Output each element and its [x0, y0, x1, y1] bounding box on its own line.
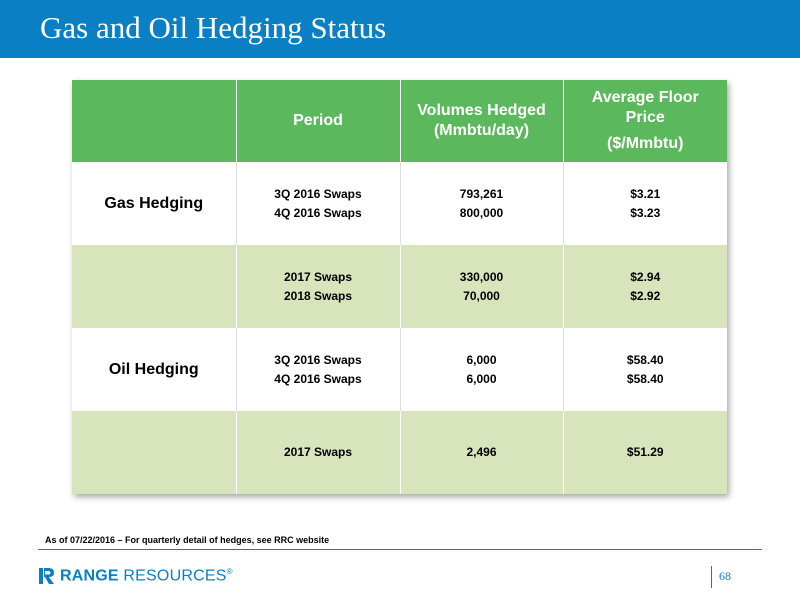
volume-cell: 6,000 6,000 — [400, 328, 564, 411]
logo-wordmark: RANGE RESOURCES® — [60, 567, 233, 585]
header-period: Period — [236, 80, 401, 162]
table-header-row: Period Volumes Hedged (Mmbtu/day) Averag… — [72, 80, 727, 162]
row-label — [72, 411, 237, 494]
table-row: 2017 Swaps 2018 Swaps 330,000 70,000 $2.… — [72, 245, 727, 328]
price-cell: $51.29 — [563, 411, 727, 494]
header-blank — [72, 80, 237, 162]
period-cell: 3Q 2016 Swaps 4Q 2016 Swaps — [236, 328, 401, 411]
price-cell: $3.21 $3.23 — [563, 162, 727, 245]
row-label: Gas Hedging — [72, 162, 237, 245]
header-price: Average Floor Price ($/Mmbtu) — [563, 80, 727, 162]
row-label: Oil Hedging — [72, 328, 237, 411]
hedging-table: Period Volumes Hedged (Mmbtu/day) Averag… — [72, 80, 727, 494]
logo-word-resources: RESOURCES — [118, 567, 227, 585]
price-cell: $58.40 $58.40 — [563, 328, 727, 411]
footnote: As of 07/22/2016 – For quarterly detail … — [45, 535, 330, 545]
period-cell: 2017 Swaps — [236, 411, 401, 494]
page-number: 68 — [719, 569, 731, 583]
hedging-table-container: Period Volumes Hedged (Mmbtu/day) Averag… — [72, 80, 727, 494]
table-row: Gas Hedging 3Q 2016 Swaps 4Q 2016 Swaps … — [72, 162, 727, 245]
page-number-divider — [711, 566, 712, 588]
period-cell: 2017 Swaps 2018 Swaps — [236, 245, 401, 328]
volume-cell: 793,261 800,000 — [400, 162, 564, 245]
logo-word-range: RANGE — [60, 567, 119, 585]
footer-divider — [38, 549, 762, 550]
header-volumes: Volumes Hedged (Mmbtu/day) — [400, 80, 564, 162]
price-cell: $2.94 $2.92 — [563, 245, 727, 328]
range-resources-logo-mark-icon — [39, 568, 54, 584]
volume-cell: 2,496 — [400, 411, 564, 494]
volume-cell: 330,000 70,000 — [400, 245, 564, 328]
table-row: 2017 Swaps 2,496 $51.29 — [72, 411, 727, 494]
title-bar: Gas and Oil Hedging Status — [0, 0, 800, 58]
period-cell: 3Q 2016 Swaps 4Q 2016 Swaps — [236, 162, 401, 245]
company-logo: RANGE RESOURCES® — [38, 565, 233, 587]
table-row: Oil Hedging 3Q 2016 Swaps 4Q 2016 Swaps … — [72, 328, 727, 411]
registered-mark: ® — [226, 566, 233, 576]
row-label — [72, 245, 237, 328]
slide-title: Gas and Oil Hedging Status — [40, 10, 387, 45]
